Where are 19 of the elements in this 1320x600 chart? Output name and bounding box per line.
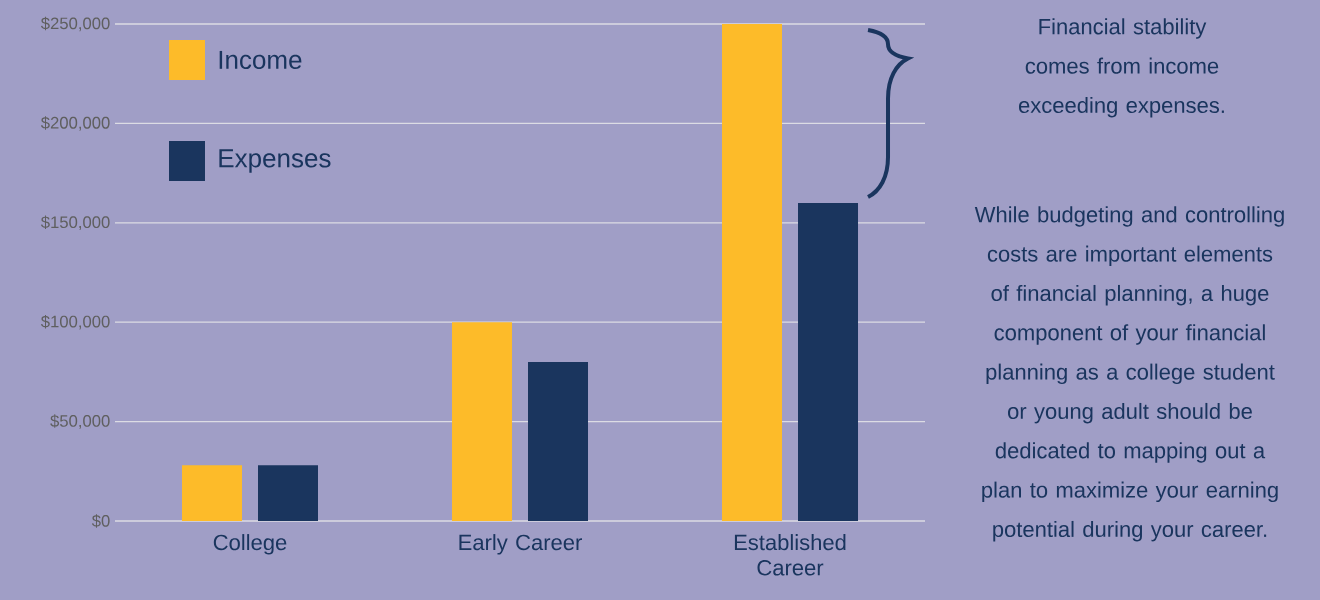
x-tick-label: College	[213, 534, 287, 555]
y-tick-label: $200,000	[40, 116, 110, 131]
text: While budgeting and controlling costs are important elements of financial planning, a huge component of your financial planning as a college student or young adult should be dedicated to mapping out a plan to maximize your earning potential during your career.	[974, 206, 1284, 542]
legend-label: Income	[219, 50, 302, 70]
bar	[798, 202, 859, 521]
y-tick-label: $250,000	[40, 16, 110, 32]
y-tick-label: $50,000	[50, 414, 110, 429]
bar	[182, 465, 243, 521]
y-tick-label: $0	[91, 514, 110, 528]
x-tick-label: Established Career	[734, 534, 846, 576]
legend-label: Expenses	[219, 149, 331, 173]
bar	[528, 361, 589, 521]
bar	[258, 465, 318, 521]
x-tick-label: Early Career	[459, 534, 582, 555]
y-tick-label: $150,000	[40, 215, 110, 231]
y-tick-label: $100,000	[40, 314, 110, 330]
bar	[452, 322, 513, 521]
bar	[722, 24, 783, 521]
text: Financial stability comes from income exceeding expenses.	[1018, 18, 1224, 118]
